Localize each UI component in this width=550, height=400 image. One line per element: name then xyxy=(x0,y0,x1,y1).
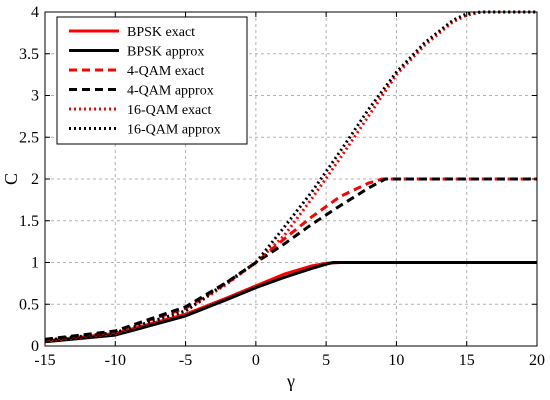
x-tick-label: -10 xyxy=(105,352,126,369)
y-tick-label: 1 xyxy=(31,255,39,272)
x-tick-label: 15 xyxy=(459,352,475,369)
x-tick-label: -15 xyxy=(34,352,55,369)
legend-entry-label: 16-QAM approx xyxy=(127,123,221,138)
x-tick-label: 20 xyxy=(529,352,545,369)
y-axis-label: C xyxy=(1,173,21,185)
legend-entry-label: BPSK approx xyxy=(127,45,204,60)
x-axis-label: γ xyxy=(286,371,295,391)
y-tick-label: 1.5 xyxy=(19,213,39,230)
series-line-2 xyxy=(44,261,537,344)
x-tick-label: 5 xyxy=(322,352,330,369)
y-tick-label: 0 xyxy=(31,338,39,355)
series-line-6 xyxy=(44,10,537,342)
series-group xyxy=(44,10,537,344)
legend: BPSK exact BPSK approx 4-QAM exact 4-QAM ap… xyxy=(56,16,248,145)
y-tick-label: 3 xyxy=(31,88,39,105)
y-tick-label: 3.5 xyxy=(19,46,39,63)
x-tick-label: 10 xyxy=(388,352,404,369)
legend-entry-label: 16-QAM exact xyxy=(127,103,211,118)
legend-box xyxy=(56,16,248,145)
series-line-3 xyxy=(44,177,537,342)
y-tick-label: 2.5 xyxy=(19,129,39,146)
series-line-4 xyxy=(44,177,537,341)
tick-labels: -15 -10 -5 0 5 10 15 20 0 0.5 1 1.5 2 2.5 3 3.5 4 xyxy=(19,4,545,369)
y-tick-label: 4 xyxy=(31,4,39,21)
y-tick-label: 2 xyxy=(31,171,39,188)
legend-entry-label: 4-QAM exact xyxy=(127,64,204,79)
y-tick-label: 0.5 xyxy=(19,296,39,313)
legend-entry-label: BPSK exact xyxy=(127,25,195,40)
legend-entry-label: 4-QAM approx xyxy=(127,84,214,99)
x-tick-label: 0 xyxy=(252,352,260,369)
x-tick-label: -5 xyxy=(179,352,192,369)
